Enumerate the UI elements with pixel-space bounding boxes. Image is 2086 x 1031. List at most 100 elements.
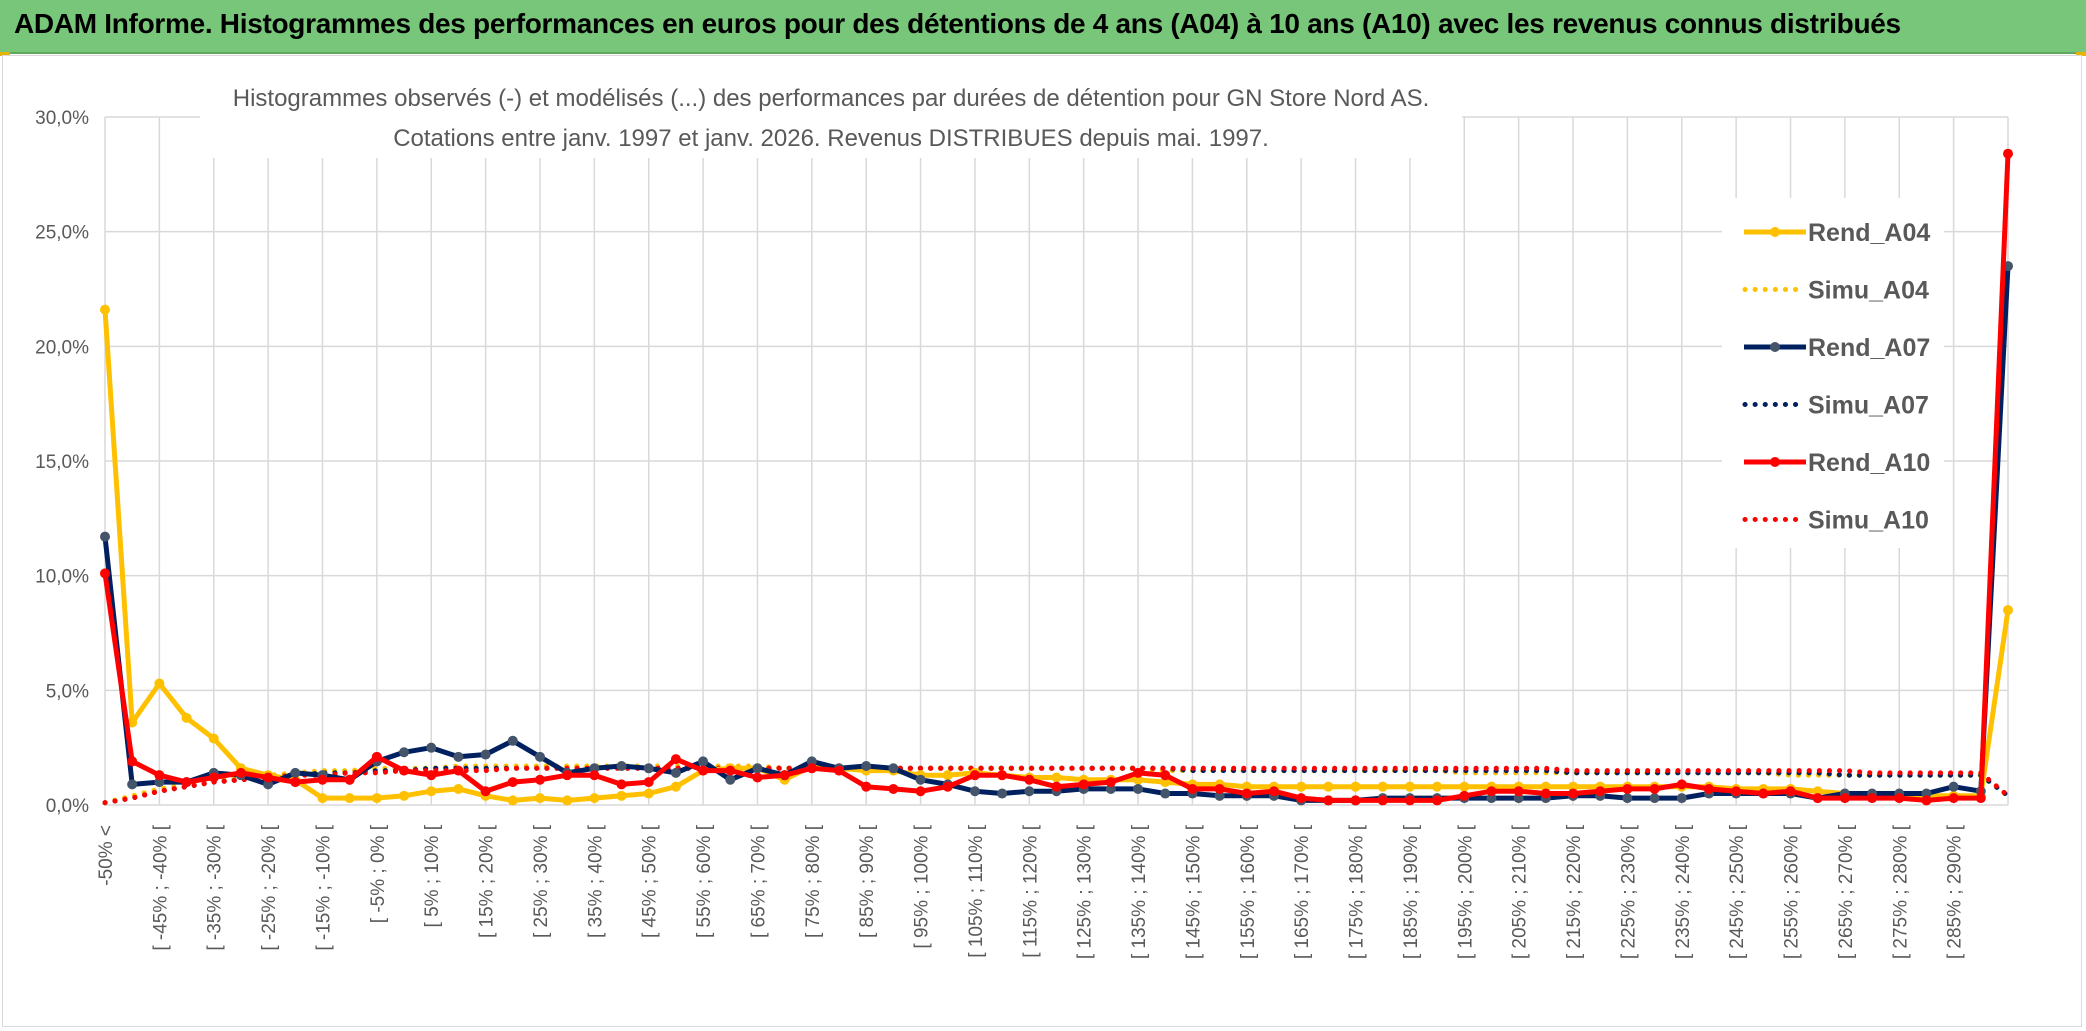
data-point [399,790,410,801]
data-point [344,793,355,804]
data-point [1459,790,1470,801]
legend-label: Rend_A04 [1808,219,1930,247]
x-tick-label: [ 155% ; 160% [ [1238,824,1259,959]
data-point [1731,786,1742,797]
legend-label: Simu_A04 [1808,277,1929,305]
x-tick-label: [ 65% ; 70% [ [748,824,769,938]
data-point [1812,786,1823,797]
data-point [127,756,138,767]
data-point [1323,781,1334,792]
data-point [426,770,437,781]
x-tick-label: [ 225% ; 230% [ [1618,824,1639,959]
x-tick-label: [ -35% ; -30% [ [205,824,226,950]
data-point [1024,786,1035,797]
data-point [1350,781,1361,792]
data-point [779,770,790,781]
data-point [480,786,491,797]
data-point [127,779,138,790]
data-point [1105,783,1116,794]
x-tick-label: [ 135% ; 140% [ [1129,824,1150,959]
data-point [2003,148,2013,159]
x-tick-label: [ 235% ; 240% [ [1673,824,1694,959]
x-tick-label: [ 95% ; 100% [ [912,824,933,948]
chart-subtitle: Cotations entre janv. 1997 et janv. 2026… [393,125,1269,152]
data-point [1540,788,1551,799]
data-point [1459,781,1470,792]
legend-label: Simu_A10 [1808,507,1929,535]
data-point [725,765,736,776]
data-point [589,763,600,774]
data-point [888,763,899,774]
legend-label: Rend_A10 [1808,449,1930,477]
data-point [426,786,437,797]
x-axis-ticks: -50% < [ -45% ; -40% [[ -35% ; -30% [[ -2… [96,824,1966,959]
data-point [1051,772,1062,783]
data-point [426,742,437,753]
data-point [371,751,382,762]
data-point [616,761,627,772]
data-point [1785,786,1796,797]
data-point [2003,605,2013,616]
data-point [942,781,953,792]
data-point [507,735,518,746]
data-series [100,148,2013,806]
y-axis-ticks: 0,0% 5,0% 10,0% 15,0% 20,0% 25,0% 30,0% [35,108,89,817]
data-point [698,756,709,767]
x-tick-label: [ 15% ; 20% [ [477,824,498,938]
x-tick-label: [ 275% ; 280% [ [1890,824,1911,959]
x-tick-label: [ 185% ; 190% [ [1401,824,1422,959]
legend-label: Rend_A07 [1808,334,1930,362]
data-point [263,772,274,783]
data-point [1839,793,1850,804]
data-point [1350,795,1361,806]
data-point [263,779,274,790]
data-point [127,717,138,728]
subtitle-background [200,88,1462,158]
x-tick-label: [ 75% ; 80% [ [803,824,824,938]
data-point [534,774,545,785]
data-point [1948,793,1959,804]
legend-item-rend-a07: Rend_A07 [1744,334,1930,362]
y-tick-label: 5,0% [46,681,89,702]
x-tick-label: [ -15% ; -10% [ [313,824,334,950]
data-point [371,793,382,804]
data-point [1160,788,1171,799]
data-point [806,763,817,774]
data-point [1921,795,1932,806]
chart-title: Histogrammes observés (-) et modélisés (… [233,85,1430,112]
x-tick-label: [ 165% ; 170% [ [1292,824,1313,959]
data-point [616,790,627,801]
data-point [317,774,328,785]
x-tick-label: [ 55% ; 60% [ [694,824,715,938]
data-point [589,793,600,804]
data-point [1241,781,1252,792]
data-point [1540,781,1551,792]
data-point [1160,777,1171,788]
data-point [1160,770,1171,781]
data-point [861,761,872,772]
x-tick-label: [ 145% ; 150% [ [1183,824,1204,959]
data-point [643,763,654,774]
legend-item-simu-a04: Simu_A04 [1742,277,1929,305]
data-point [453,751,464,762]
data-point [1241,788,1252,799]
data-point [1296,793,1307,804]
data-point [1432,795,1443,806]
data-point [670,767,681,778]
data-point [670,781,681,792]
data-point [643,788,654,799]
corner-accent-left [0,52,10,56]
data-point [725,774,736,785]
chart-frame [2,55,2082,1027]
data-point [1133,783,1144,794]
data-point [1486,793,1497,804]
x-tick-label: [ 125% ; 130% [ [1075,824,1096,959]
data-point [1105,777,1116,788]
data-point [752,772,763,783]
x-tick-label: [ 265% ; 270% [ [1836,824,1857,959]
x-tick-label: [ 215% ; 220% [ [1564,824,1585,959]
data-point [181,777,192,788]
y-tick-label: 0,0% [46,796,89,817]
data-point [181,712,192,723]
x-tick-label: [ 105% ; 110% [ [966,824,987,957]
